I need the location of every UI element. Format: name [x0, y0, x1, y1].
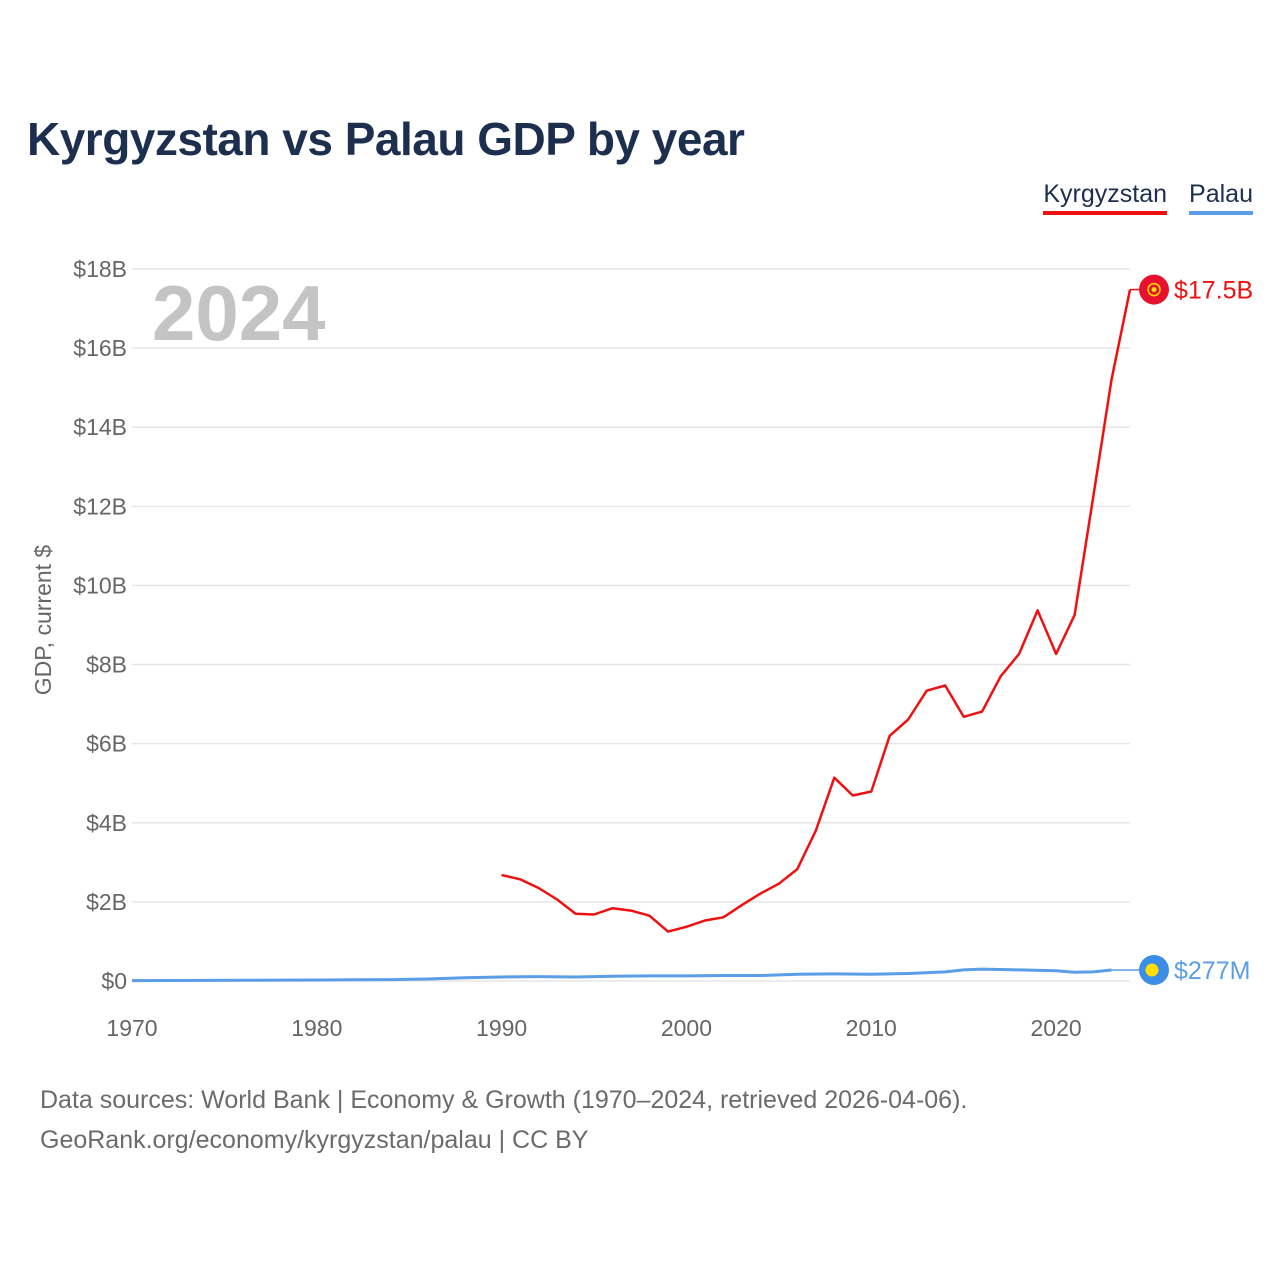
legend-item-kyrgyzstan[interactable]: Kyrgyzstan	[1043, 180, 1168, 215]
grid-lines	[132, 268, 1130, 982]
chart-title: Kyrgyzstan vs Palau GDP by year	[27, 113, 745, 165]
y-tick-label: $14B	[73, 414, 127, 440]
x-tick-label: 1980	[291, 1015, 342, 1041]
year-watermark: 2024	[152, 269, 326, 357]
y-tick-label: $4B	[86, 810, 127, 836]
x-axis-ticks: 1970 1980 1990 2000 2010 2020	[106, 1015, 1081, 1041]
legend: Kyrgyzstan Palau	[1043, 180, 1253, 215]
end-label-kyrgyzstan: $17.5B	[1174, 277, 1253, 305]
y-tick-label: $18B	[73, 256, 127, 282]
series-line-palau[interactable]	[131, 967, 1112, 983]
x-tick-label: 2010	[846, 1015, 897, 1041]
y-axis-label: GDP, current $	[30, 545, 56, 696]
x-tick-label: 2020	[1030, 1015, 1081, 1041]
end-labels: $17.5B $277M	[1111, 274, 1253, 986]
y-tick-label: $12B	[73, 493, 127, 519]
x-tick-label: 1990	[476, 1015, 527, 1041]
series-lines	[131, 289, 1132, 983]
y-tick-label: $0	[101, 968, 127, 994]
y-axis-ticks: $0 $2B $4B $6B $8B $10B $12B $14B $16B $18B	[73, 256, 127, 994]
kyrgyzstan-flag-icon	[1139, 274, 1169, 305]
legend-item-palau[interactable]: Palau	[1189, 180, 1253, 215]
y-tick-label: $10B	[73, 572, 127, 598]
y-tick-label: $6B	[86, 731, 127, 757]
source-url[interactable]: GeoRank.org/economy/kyrgyzstan/palau | C…	[40, 1126, 589, 1154]
y-tick-label: $16B	[73, 335, 127, 361]
y-tick-label: $2B	[86, 889, 127, 915]
source-note: Data sources: World Bank | Economy & Gro…	[40, 1086, 968, 1114]
y-tick-label: $8B	[86, 652, 127, 678]
x-tick-label: 2000	[661, 1015, 712, 1041]
palau-flag-icon	[1139, 955, 1169, 986]
series-line-kyrgyzstan[interactable]	[501, 289, 1132, 933]
x-tick-label: 1970	[106, 1015, 157, 1041]
chart-footer: Data sources: World Bank | Economy & Gro…	[40, 1080, 967, 1160]
end-label-palau: $277M	[1174, 957, 1250, 985]
